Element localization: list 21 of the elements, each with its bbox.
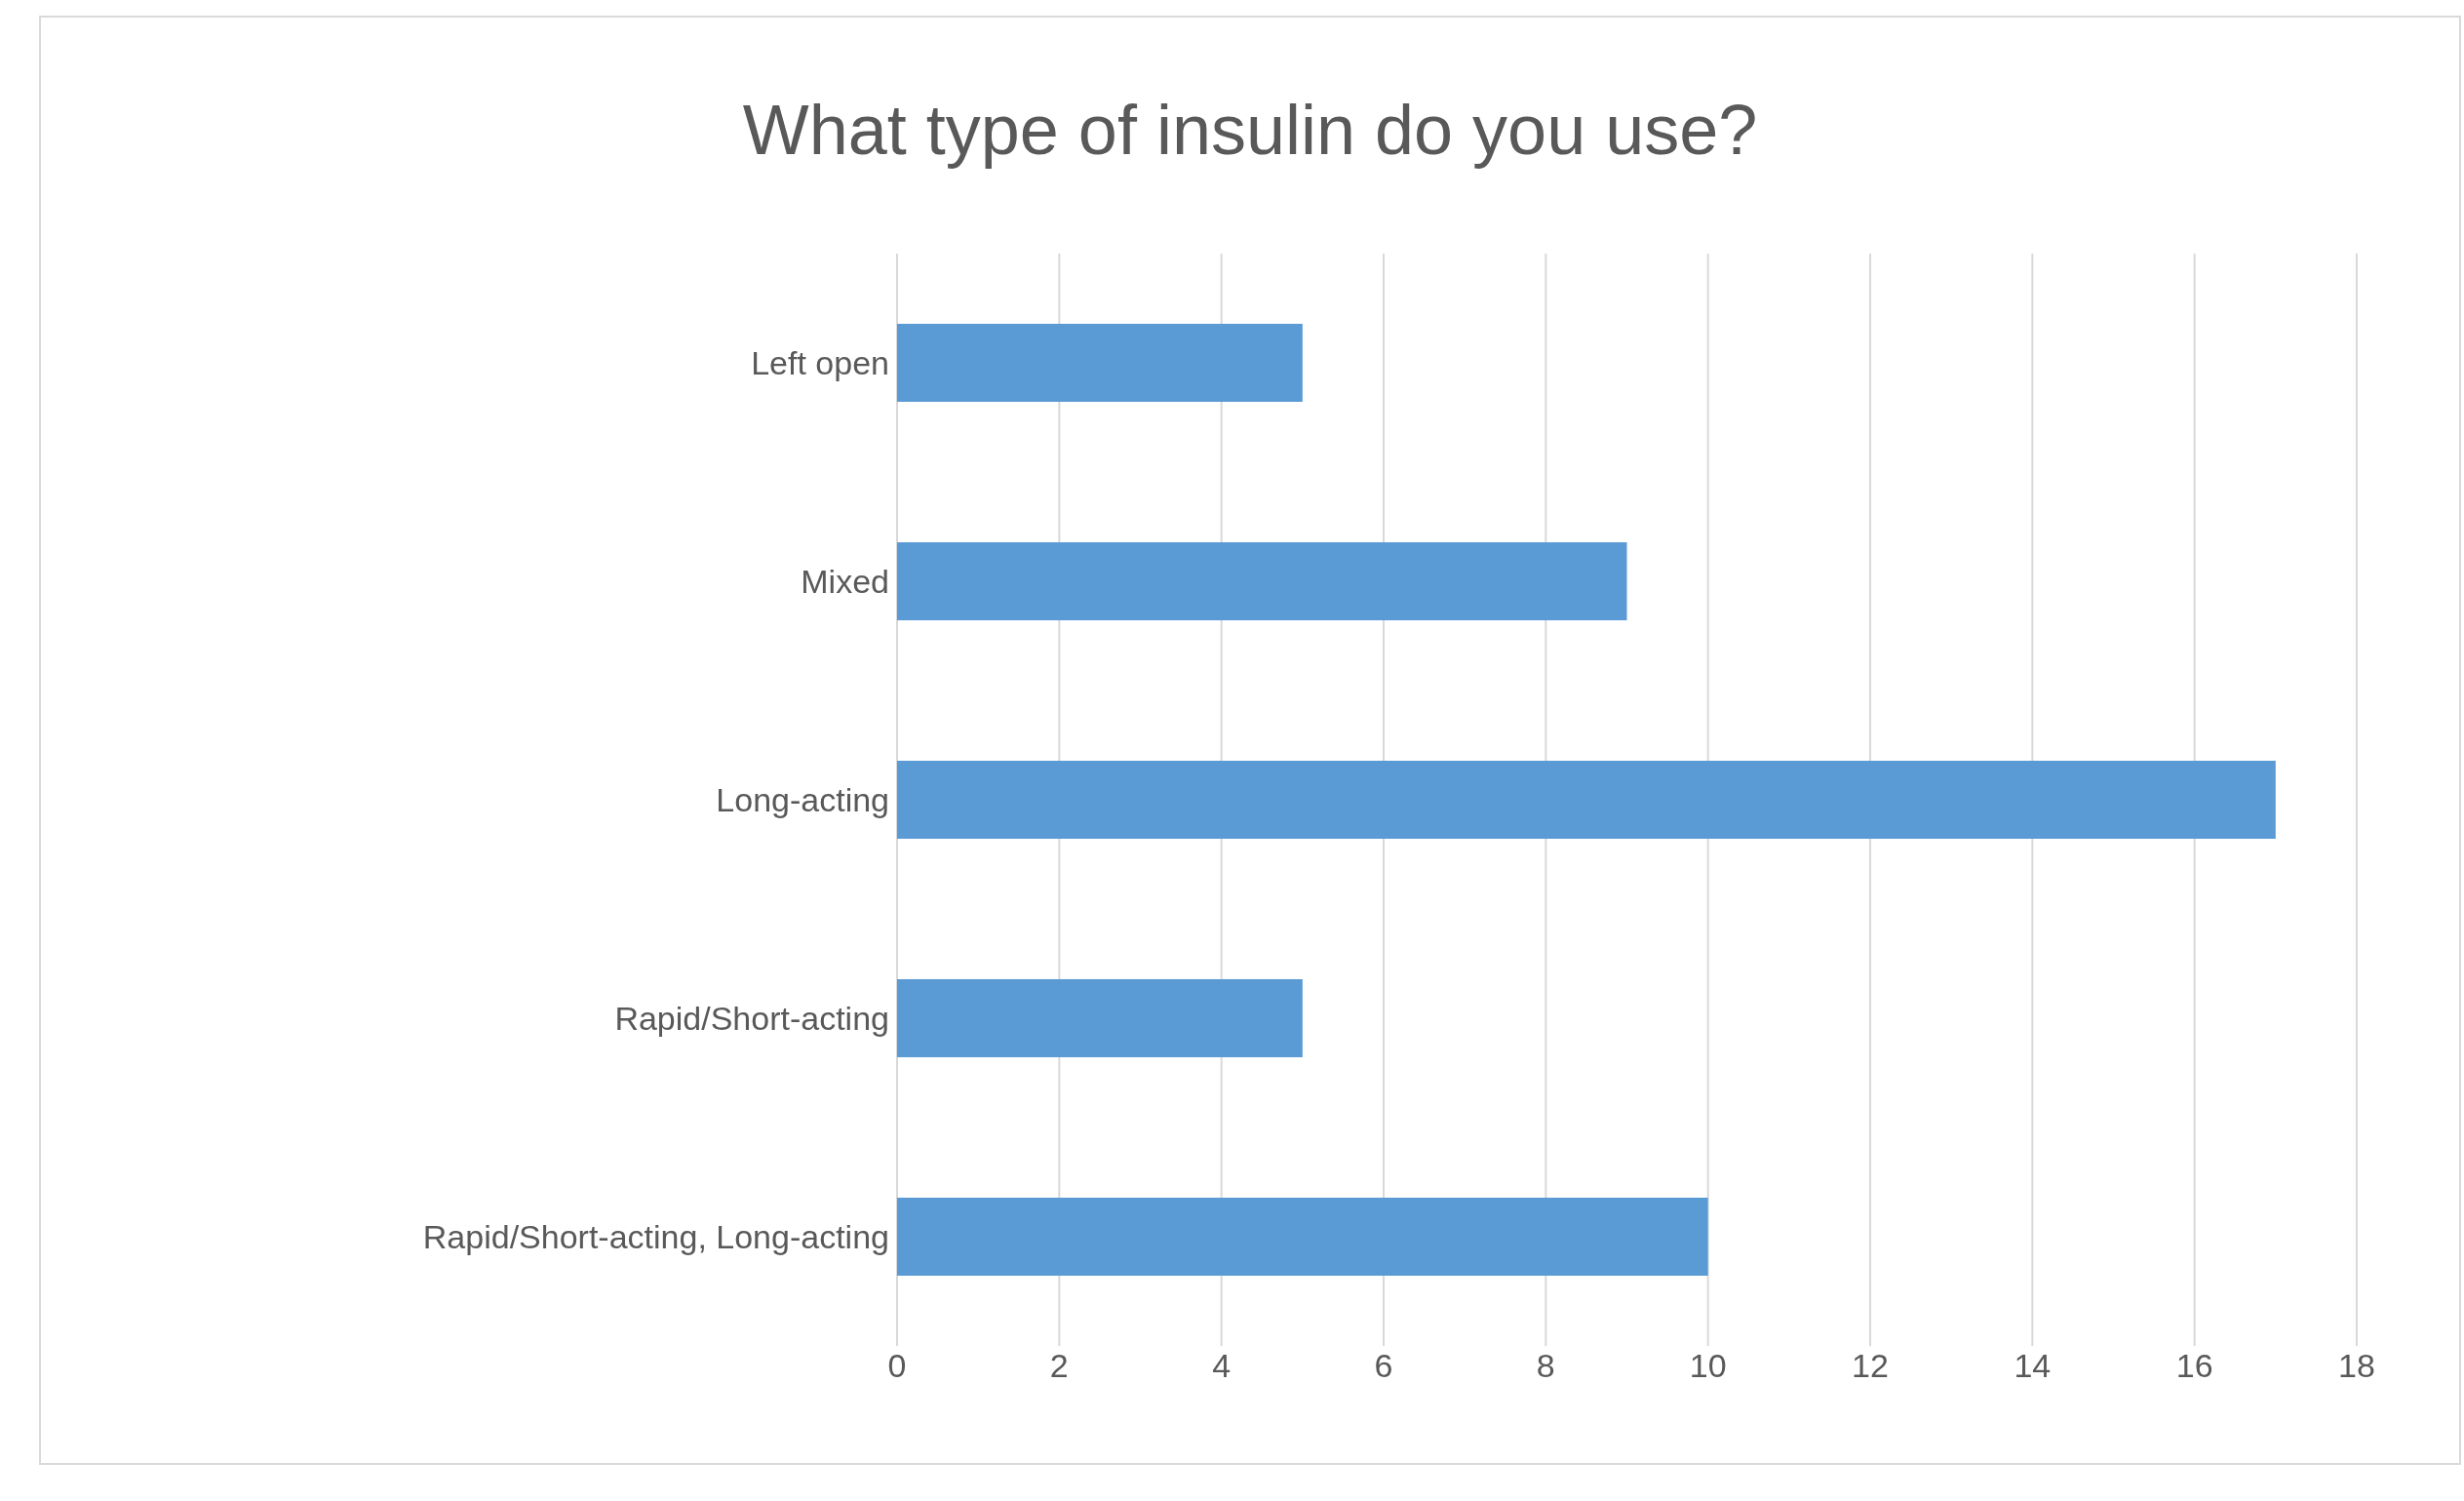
x-tick-label: 6 [1374,1347,1393,1385]
x-tick-label: 18 [2338,1347,2375,1385]
bar [897,979,1303,1057]
x-tick-label: 4 [1212,1347,1232,1385]
x-tick-label: 14 [2014,1347,2052,1385]
bar [897,761,2276,839]
bar [897,1198,1708,1276]
y-tick-label: Left open [751,344,889,382]
x-tick-label: 2 [1049,1347,1069,1385]
x-tick-label: 8 [1536,1347,1555,1385]
chart-title: What type of insulin do you use? [742,90,1758,170]
x-tick-label: 12 [1852,1347,1889,1385]
x-tick-label: 10 [1689,1347,1727,1385]
y-tick-label: Mixed [801,563,889,601]
y-tick-label: Long-acting [716,781,889,819]
y-tick-label: Rapid/Short-acting [614,1000,889,1038]
bar [897,324,1303,402]
y-tick-label: Rapid/Short-acting, Long-acting [422,1218,889,1256]
x-tick-label: 0 [887,1347,907,1385]
x-tick-label: 16 [2175,1347,2213,1385]
bar [897,542,1627,620]
